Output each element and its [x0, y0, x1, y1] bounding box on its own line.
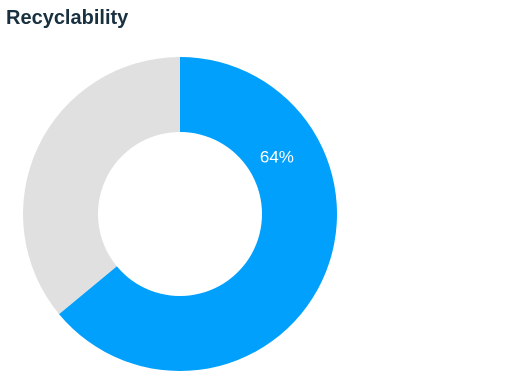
donut-slice-2	[22, 57, 180, 315]
slice-label-1: 64%	[260, 147, 294, 166]
donut-slice-1	[59, 57, 337, 371]
donut-labels: 64%	[260, 147, 294, 166]
donut-slices	[22, 57, 337, 371]
chart-title: Recyclability	[6, 7, 129, 29]
